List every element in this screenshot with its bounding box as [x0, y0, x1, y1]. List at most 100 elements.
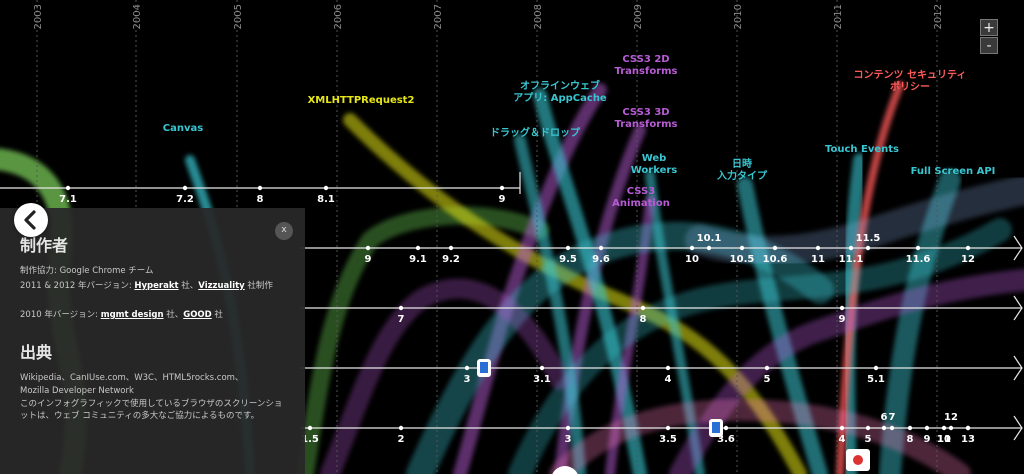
version-dot[interactable] [723, 425, 729, 431]
version-dot[interactable] [772, 245, 778, 251]
version-dot[interactable] [941, 425, 947, 431]
technology-stream [685, 175, 1024, 266]
version-dot[interactable] [65, 185, 71, 191]
version-label: 9 [839, 314, 846, 325]
version-dot[interactable] [839, 425, 845, 431]
credit-line-1-text: 制作協力: Google Chrome チーム [20, 266, 154, 276]
version-dot[interactable] [865, 245, 871, 251]
chevron-left-icon [24, 210, 36, 230]
version-dot[interactable] [448, 245, 454, 251]
year-label: 2006 [333, 4, 344, 29]
credit-line-3-prefix: 2010 年バージョン: [20, 310, 101, 320]
credit-line-3-mid: 社、 [163, 310, 184, 320]
version-dot[interactable] [464, 365, 470, 371]
version-dot[interactable] [873, 365, 879, 371]
sources-line-1: Wikipedia、CanIUse.com、W3C、HTML5rocks.com… [20, 373, 244, 383]
version-dot[interactable] [739, 245, 745, 251]
tech-label-canvas[interactable]: Canvas [163, 123, 203, 134]
tech-label-xhr2[interactable]: XMLHTTPRequest2 [308, 95, 415, 106]
version-dot[interactable] [665, 365, 671, 371]
credit-line-2: 2011 & 2012 年バージョン: Hyperakt 社、Vizzualit… [20, 280, 288, 292]
close-panel-button[interactable]: x [275, 222, 293, 240]
version-dot[interactable] [565, 425, 571, 431]
version-label: 9 [365, 254, 372, 265]
version-dot[interactable] [965, 425, 971, 431]
vizzuality-link[interactable]: Vizzuality [198, 281, 245, 291]
tech-label-css3-anim[interactable]: CSS3 Animation [612, 186, 670, 209]
year-label: 2011 [833, 4, 844, 29]
version-dot[interactable] [889, 425, 895, 431]
tech-label-line: ポリシー [890, 80, 930, 93]
version-dot[interactable] [598, 245, 604, 251]
version-dot[interactable] [257, 185, 263, 191]
version-label: 7 [889, 412, 896, 423]
version-dot[interactable] [539, 365, 545, 371]
version-dot[interactable] [182, 185, 188, 191]
credits-heading: 制作者 [20, 236, 69, 255]
version-dot[interactable] [815, 245, 821, 251]
browser-logo-icon[interactable] [551, 466, 579, 474]
technology-labels: Canvas XMLHTTPRequest2 オフラインウェブアプリ: AppCac… [163, 54, 996, 209]
hyperakt-link[interactable]: Hyperakt [134, 281, 179, 291]
tech-label-line: Workers [631, 165, 678, 176]
version-dot[interactable] [915, 245, 921, 251]
version-label: 10.5 [730, 254, 755, 265]
version-label: 8.1 [317, 194, 335, 205]
version-dot[interactable] [924, 425, 930, 431]
tech-label-css3-2d[interactable]: CSS3 2D Transforms [615, 54, 678, 77]
tech-label-csp[interactable]: コンテンツ セキュリティポリシー [854, 69, 967, 93]
back-button[interactable] [14, 203, 48, 237]
tech-label-css3-3d[interactable]: CSS3 3D Transforms [615, 107, 678, 130]
version-dot[interactable] [907, 425, 913, 431]
tech-label-line: Transforms [615, 66, 678, 77]
version-dot[interactable] [689, 245, 695, 251]
version-dot[interactable] [706, 245, 712, 251]
version-dot[interactable] [565, 245, 571, 251]
tech-label-line: Canvas [163, 123, 203, 134]
version-dot[interactable] [848, 245, 854, 251]
version-label: 5 [865, 434, 872, 445]
tech-label-fullscreen[interactable]: Full Screen API [911, 166, 996, 177]
tech-label-touch[interactable]: Touch Events [825, 144, 899, 155]
year-label: 2004 [132, 4, 143, 29]
version-dot[interactable] [839, 305, 845, 311]
version-dot[interactable] [398, 305, 404, 311]
version-dot[interactable] [415, 245, 421, 251]
tech-label-line: Full Screen API [911, 166, 996, 177]
tech-label-appcache[interactable]: オフラインウェブアプリ: AppCache [513, 79, 607, 104]
version-dot[interactable] [665, 425, 671, 431]
version-dot[interactable] [881, 425, 887, 431]
version-dot[interactable] [764, 365, 770, 371]
zoom-in-button[interactable]: + [980, 19, 998, 36]
version-dot[interactable] [499, 185, 505, 191]
version-label: 4 [665, 374, 672, 385]
version-label: 9.6 [592, 254, 610, 265]
version-label: 7 [398, 314, 405, 325]
version-dot[interactable] [640, 305, 646, 311]
zoom-out-button[interactable]: - [980, 37, 998, 54]
timeline-safari: 3 3.1 4 5 5.1 [300, 355, 1023, 385]
tech-label-dragdrop[interactable]: ドラッグ＆ドロップ [490, 126, 581, 139]
version-label: 9 [924, 434, 931, 445]
version-dot[interactable] [865, 425, 871, 431]
credit-line-2-prefix: 2011 & 2012 年バージョン: [20, 281, 135, 291]
version-dot[interactable] [948, 425, 954, 431]
version-dot[interactable] [965, 245, 971, 251]
version-dot[interactable] [398, 425, 404, 431]
mgmt-design-link[interactable]: mgmt design [100, 310, 164, 320]
technology-stream [508, 218, 1012, 474]
version-label: 9.2 [442, 254, 460, 265]
technology-streams [0, 81, 1024, 474]
version-label: 10.6 [763, 254, 788, 265]
tech-label-webworkers[interactable]: Web Workers [631, 153, 678, 176]
version-label: 9.1 [409, 254, 427, 265]
version-dot[interactable] [323, 185, 329, 191]
credit-line-2-mid: 社、 [178, 281, 199, 291]
version-dot[interactable] [307, 425, 313, 431]
version-dot[interactable] [365, 245, 371, 251]
good-link[interactable]: GOOD [183, 310, 212, 320]
tech-label-datetime[interactable]: 日時入力タイプ [717, 157, 768, 182]
arrow-icon [1013, 235, 1023, 261]
